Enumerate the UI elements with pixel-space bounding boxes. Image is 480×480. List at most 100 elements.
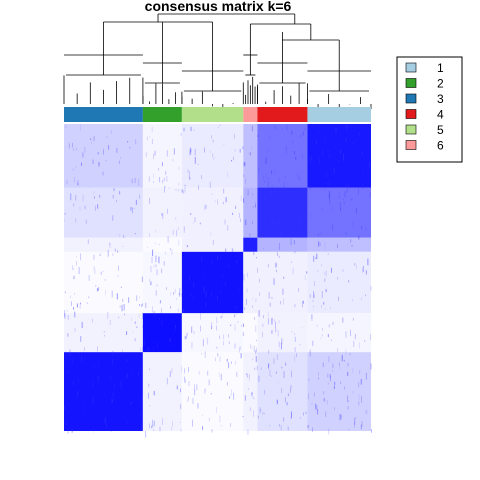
heatmap-speckle — [79, 206, 81, 211]
heatmap-block-3-2 — [142, 352, 182, 431]
heatmap-speckle — [251, 125, 253, 132]
heatmap-speckle — [78, 267, 80, 274]
heatmap-speckle — [217, 295, 219, 301]
heatmap-speckle — [267, 181, 269, 188]
heatmap-speckle — [131, 178, 133, 184]
heatmap-speckle — [274, 169, 276, 175]
heatmap-speckle — [170, 306, 172, 309]
heatmap-speckle — [183, 190, 184, 194]
heatmap-speckle — [240, 195, 242, 201]
heatmap-speckle — [153, 420, 155, 427]
heatmap-speckle — [271, 375, 272, 377]
heatmap-speckle — [328, 324, 330, 328]
heatmap-speckle — [191, 342, 193, 349]
heatmap-block-6-3 — [64, 237, 143, 252]
heatmap-speckle — [228, 362, 230, 369]
legend-swatch-6 — [405, 140, 417, 150]
heatmap-speckle — [213, 157, 215, 160]
heatmap-speckle — [231, 248, 233, 252]
legend-swatch-2 — [405, 78, 417, 88]
heatmap-speckle — [325, 173, 327, 178]
heatmap-speckle — [151, 126, 153, 133]
heatmap-speckle — [175, 217, 177, 220]
heatmap-speckle — [131, 207, 133, 214]
heatmap-speckle — [198, 371, 200, 375]
heatmap-speckle — [236, 371, 238, 377]
heatmap-speckle — [173, 148, 175, 155]
heatmap-speckle — [202, 339, 204, 347]
heatmap-speckle — [304, 275, 306, 281]
heatmap-speckle — [353, 341, 355, 347]
heatmap-speckle — [247, 375, 249, 378]
heatmap-speckle — [256, 339, 257, 342]
heatmap-speckle — [239, 148, 241, 153]
heatmap-speckle — [236, 312, 238, 316]
heatmap-speckle — [186, 332, 188, 337]
heatmap-speckle — [255, 204, 257, 208]
heatmap-speckle — [194, 384, 195, 391]
heatmap-speckle — [184, 379, 186, 383]
heatmap-speckle — [201, 256, 203, 262]
heatmap-speckle — [299, 176, 301, 181]
heatmap-speckle — [84, 355, 86, 361]
heatmap-speckle — [220, 373, 222, 381]
heatmap-speckle — [161, 268, 163, 274]
heatmap-speckle — [196, 384, 198, 391]
heatmap-speckle — [152, 249, 154, 257]
heatmap-speckle — [334, 381, 336, 386]
heatmap-speckle — [217, 126, 219, 129]
heatmap-block-3-1 — [307, 352, 371, 431]
heatmap-speckle — [137, 371, 139, 378]
heatmap-speckle — [365, 226, 367, 231]
heatmap-speckle — [345, 185, 347, 188]
heatmap-speckle — [239, 346, 240, 353]
heatmap-speckle — [194, 157, 196, 164]
heatmap-speckle — [220, 290, 222, 295]
heatmap-speckle — [165, 314, 166, 316]
heatmap-speckle — [227, 225, 229, 231]
heatmap-speckle — [166, 176, 168, 182]
heatmap-speckle — [140, 367, 142, 370]
heatmap-speckle — [220, 316, 222, 319]
heatmap-speckle — [107, 311, 109, 319]
heatmap-speckle — [84, 147, 86, 153]
heatmap-speckle — [108, 145, 110, 150]
heatmap-speckle — [346, 124, 348, 130]
heatmap-speckle — [88, 296, 90, 298]
heatmap-speckle — [305, 411, 307, 415]
heatmap-speckle — [242, 332, 244, 337]
heatmap-speckle — [70, 193, 72, 201]
heatmap-speckle — [92, 318, 94, 323]
heatmap-speckle — [162, 418, 163, 425]
heatmap-speckle — [287, 183, 289, 186]
heatmap-speckle — [345, 331, 347, 338]
heatmap-speckle — [73, 203, 75, 207]
legend-label-2: 2 — [437, 77, 444, 91]
heatmap-speckle — [349, 138, 350, 143]
heatmap-speckle — [290, 417, 292, 420]
heatmap-speckle — [324, 135, 326, 142]
heatmap-speckle — [343, 198, 344, 201]
heatmap-speckle — [165, 171, 167, 175]
cluster-bar-segment-1 — [307, 107, 371, 122]
heatmap-speckle — [100, 271, 102, 275]
heatmap-speckle — [310, 186, 312, 190]
heatmap-speckle — [142, 346, 144, 352]
heatmap-speckle — [235, 360, 236, 365]
heatmap-speckle — [345, 348, 347, 355]
heatmap-speckle — [273, 278, 275, 285]
heatmap-speckle — [135, 199, 137, 205]
heatmap-speckle — [342, 317, 344, 323]
heatmap-speckle — [340, 207, 342, 212]
heatmap-speckle — [366, 409, 368, 414]
heatmap-speckle — [72, 430, 73, 433]
heatmap-speckle — [186, 245, 188, 248]
heatmap-speckle — [153, 311, 155, 317]
heatmap-speckle — [316, 405, 318, 411]
heatmap-speckle — [335, 145, 336, 151]
heatmap-speckle — [211, 326, 213, 330]
heatmap-speckle — [328, 179, 330, 186]
heatmap-speckle — [345, 125, 347, 129]
heatmap-speckle — [337, 244, 338, 249]
heatmap-speckle — [352, 221, 354, 229]
